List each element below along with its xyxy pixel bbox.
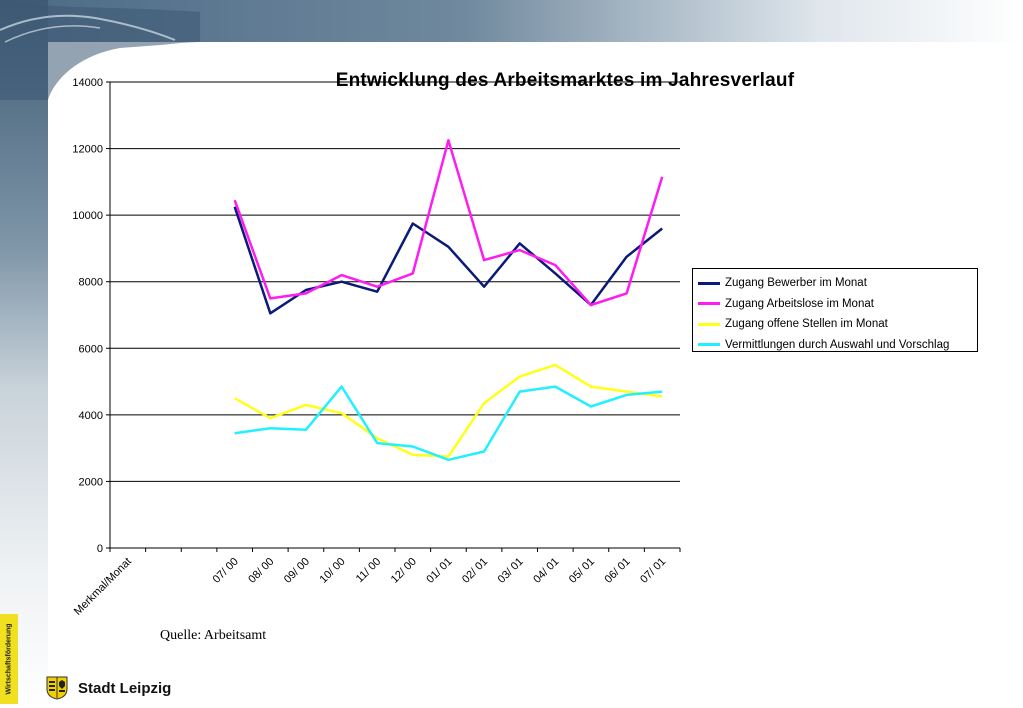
legend-item-bewerber: Zugang Bewerber im Monat — [698, 273, 977, 294]
x-tick-label: 12/ 00 — [389, 556, 419, 586]
series-line-1 — [233, 139, 664, 307]
y-tick-label: 8000 — [79, 277, 103, 289]
x-tick-label: 02/ 01 — [460, 556, 490, 586]
side-tag-label: Wirtschaftsförderung — [5, 623, 13, 695]
x-tick-label: 04/ 01 — [531, 556, 561, 586]
x-tick-label: 06/ 01 — [603, 556, 633, 586]
chart-title: Entwicklung des Arbeitsmarktes im Jahres… — [335, 70, 795, 91]
source-note: Quelle: Arbeitsamt — [160, 628, 267, 643]
y-tick-label: 12000 — [72, 144, 103, 156]
legend-item-arbeitslose: Zugang Arbeitslose im Monat — [698, 294, 977, 315]
legend-swatch-vermittlungen — [698, 343, 720, 347]
x-tick-label: 09/ 00 — [282, 556, 312, 586]
x-tick-label: 01/ 01 — [424, 556, 454, 586]
leipzig-crest-icon — [46, 676, 68, 700]
legend-item-offene-stellen: Zugang offene Stellen im Monat — [698, 314, 977, 335]
legend-label: Zugang Bewerber im Monat — [725, 277, 867, 290]
side-tag: Wirtschaftsförderung — [0, 614, 18, 704]
legend-label: Zugang Arbeitslose im Monat — [725, 297, 874, 310]
y-tick-label: 10000 — [72, 210, 103, 222]
y-tick-label: 2000 — [79, 476, 103, 488]
series-line-0 — [233, 206, 663, 315]
x-tick-label: 03/ 01 — [496, 556, 526, 586]
x-tick-label: Merkmal/Monat — [72, 556, 134, 618]
x-tick-label: 08/ 00 — [246, 556, 276, 586]
legend-swatch-offene-stellen — [698, 322, 720, 326]
legend-label: Vermittlungen durch Auswahl und Vorschla… — [725, 338, 950, 351]
legend-item-vermittlungen: Vermittlungen durch Auswahl und Vorschla… — [698, 335, 977, 356]
brand: Stadt Leipzig — [46, 676, 171, 700]
x-tick-label: 07/ 00 — [211, 556, 241, 586]
x-tick-label: 05/ 01 — [567, 556, 597, 586]
y-tick-label: 0 — [97, 543, 103, 555]
y-tick-label: 4000 — [79, 410, 103, 422]
x-tick-label: 07/ 01 — [638, 556, 668, 586]
legend-label: Zugang offene Stellen im Monat — [725, 318, 888, 331]
y-tick-label: 6000 — [79, 343, 103, 355]
legend-swatch-bewerber — [698, 281, 720, 285]
x-tick-label: 10/ 00 — [318, 556, 348, 586]
legend-swatch-arbeitslose — [698, 302, 720, 306]
series-line-3 — [234, 385, 663, 462]
x-tick-label: 11/ 00 — [354, 556, 384, 586]
y-tick-label: 14000 — [72, 77, 103, 89]
chart-legend: Zugang Bewerber im Monat Zugang Arbeitsl… — [692, 268, 978, 352]
brand-name: Stadt Leipzig — [78, 679, 172, 697]
series-line-2 — [234, 363, 663, 458]
